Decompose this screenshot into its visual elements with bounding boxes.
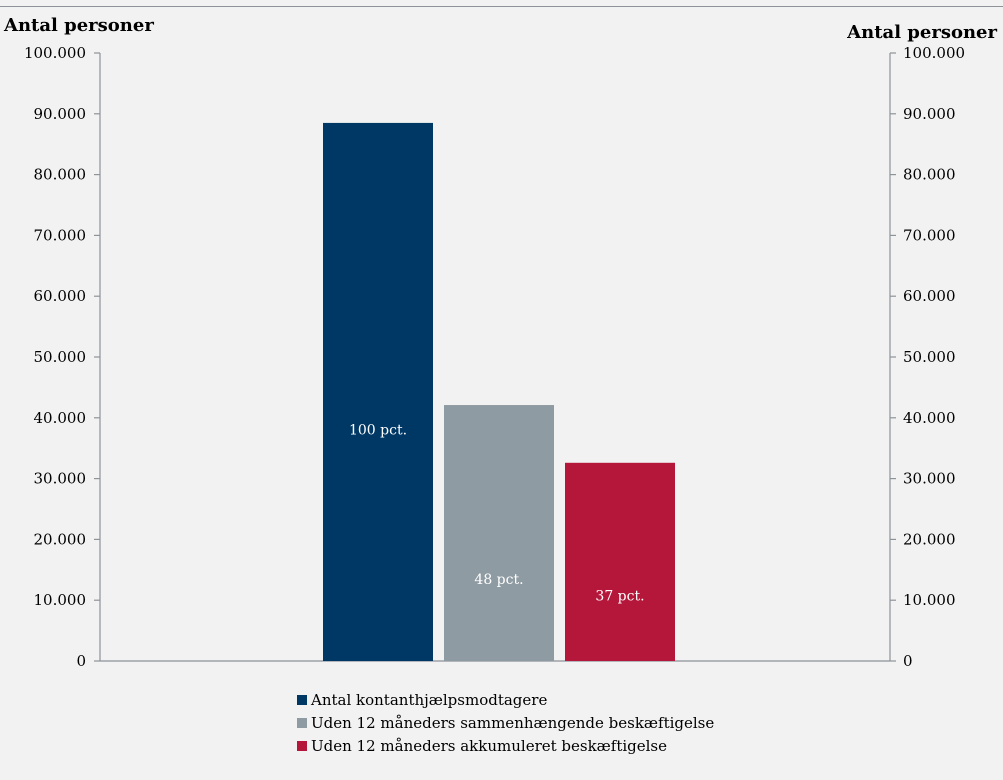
right-y-axis: 0 10.000 20.000 30.000 40.000 50.000 60.000 70.… [889, 44, 965, 670]
left-axis-title: Antal personer [3, 15, 154, 36]
bar [323, 122, 433, 662]
right-tick-label: 60.000 [903, 287, 956, 305]
left-y-axis: 0 10.000 20.000 30.000 40.000 50.000 60.000 70.… [24, 44, 101, 670]
legend-swatch-gray [297, 717, 307, 728]
right-tick-label: 90.000 [903, 105, 956, 123]
left-tick-label: 50.000 [34, 348, 87, 366]
bar [444, 405, 554, 661]
left-tick-label: 90.000 [34, 105, 87, 123]
right-tick-label: 30.000 [903, 470, 956, 488]
left-tick-label: 10.000 [34, 591, 87, 609]
left-tick-label: 100.000 [24, 44, 86, 62]
bar-value-label: 37 pct. [595, 589, 644, 605]
right-tick-label: 70.000 [903, 226, 956, 244]
bars-group: 100 pct. 48 pct. 37 pct. [323, 122, 675, 662]
top-title-strip [0, 0, 1003, 7]
legend-item-akkumuleret: Uden 12 måneders akkumuleret beskæftigel… [297, 734, 714, 757]
legend-swatch-red [297, 740, 307, 751]
legend: Antal kontanthjælpsmodtagere Uden 12 mån… [297, 688, 714, 757]
right-tick-label: 20.000 [903, 530, 956, 548]
right-tick-label: 80.000 [903, 166, 956, 184]
bar-value-label: 48 pct. [474, 572, 523, 588]
bar-value-label: 100 pct. [349, 423, 407, 439]
left-tick-label: 30.000 [34, 470, 87, 488]
legend-label: Antal kontanthjælpsmodtagere [311, 690, 548, 709]
left-tick-label: 20.000 [34, 530, 87, 548]
right-tick-label: 100.000 [903, 44, 965, 62]
legend-item-sammenhaengende: Uden 12 måneders sammenhængende beskæfti… [297, 711, 714, 734]
legend-label: Uden 12 måneders sammenhængende beskæfti… [311, 713, 715, 732]
left-tick-label: 70.000 [34, 226, 87, 244]
legend-swatch-navy [297, 694, 307, 705]
bar-chart: 0 10.000 20.000 30.000 40.000 50.000 60.000 70.… [3, 15, 998, 670]
right-tick-label: 40.000 [903, 409, 956, 427]
legend-item-kontanthjaelpsmodtagere: Antal kontanthjælpsmodtagere [297, 688, 714, 711]
bar [565, 462, 675, 661]
legend-label: Uden 12 måneders akkumuleret beskæftigel… [311, 736, 668, 755]
left-tick-label: 0 [76, 652, 86, 670]
right-axis-title: Antal personer [846, 22, 997, 43]
left-tick-label: 80.000 [34, 166, 87, 184]
right-tick-label: 0 [903, 652, 913, 670]
right-tick-label: 50.000 [903, 348, 956, 366]
left-tick-label: 60.000 [34, 287, 87, 305]
right-tick-label: 10.000 [903, 591, 956, 609]
left-tick-label: 40.000 [34, 409, 87, 427]
